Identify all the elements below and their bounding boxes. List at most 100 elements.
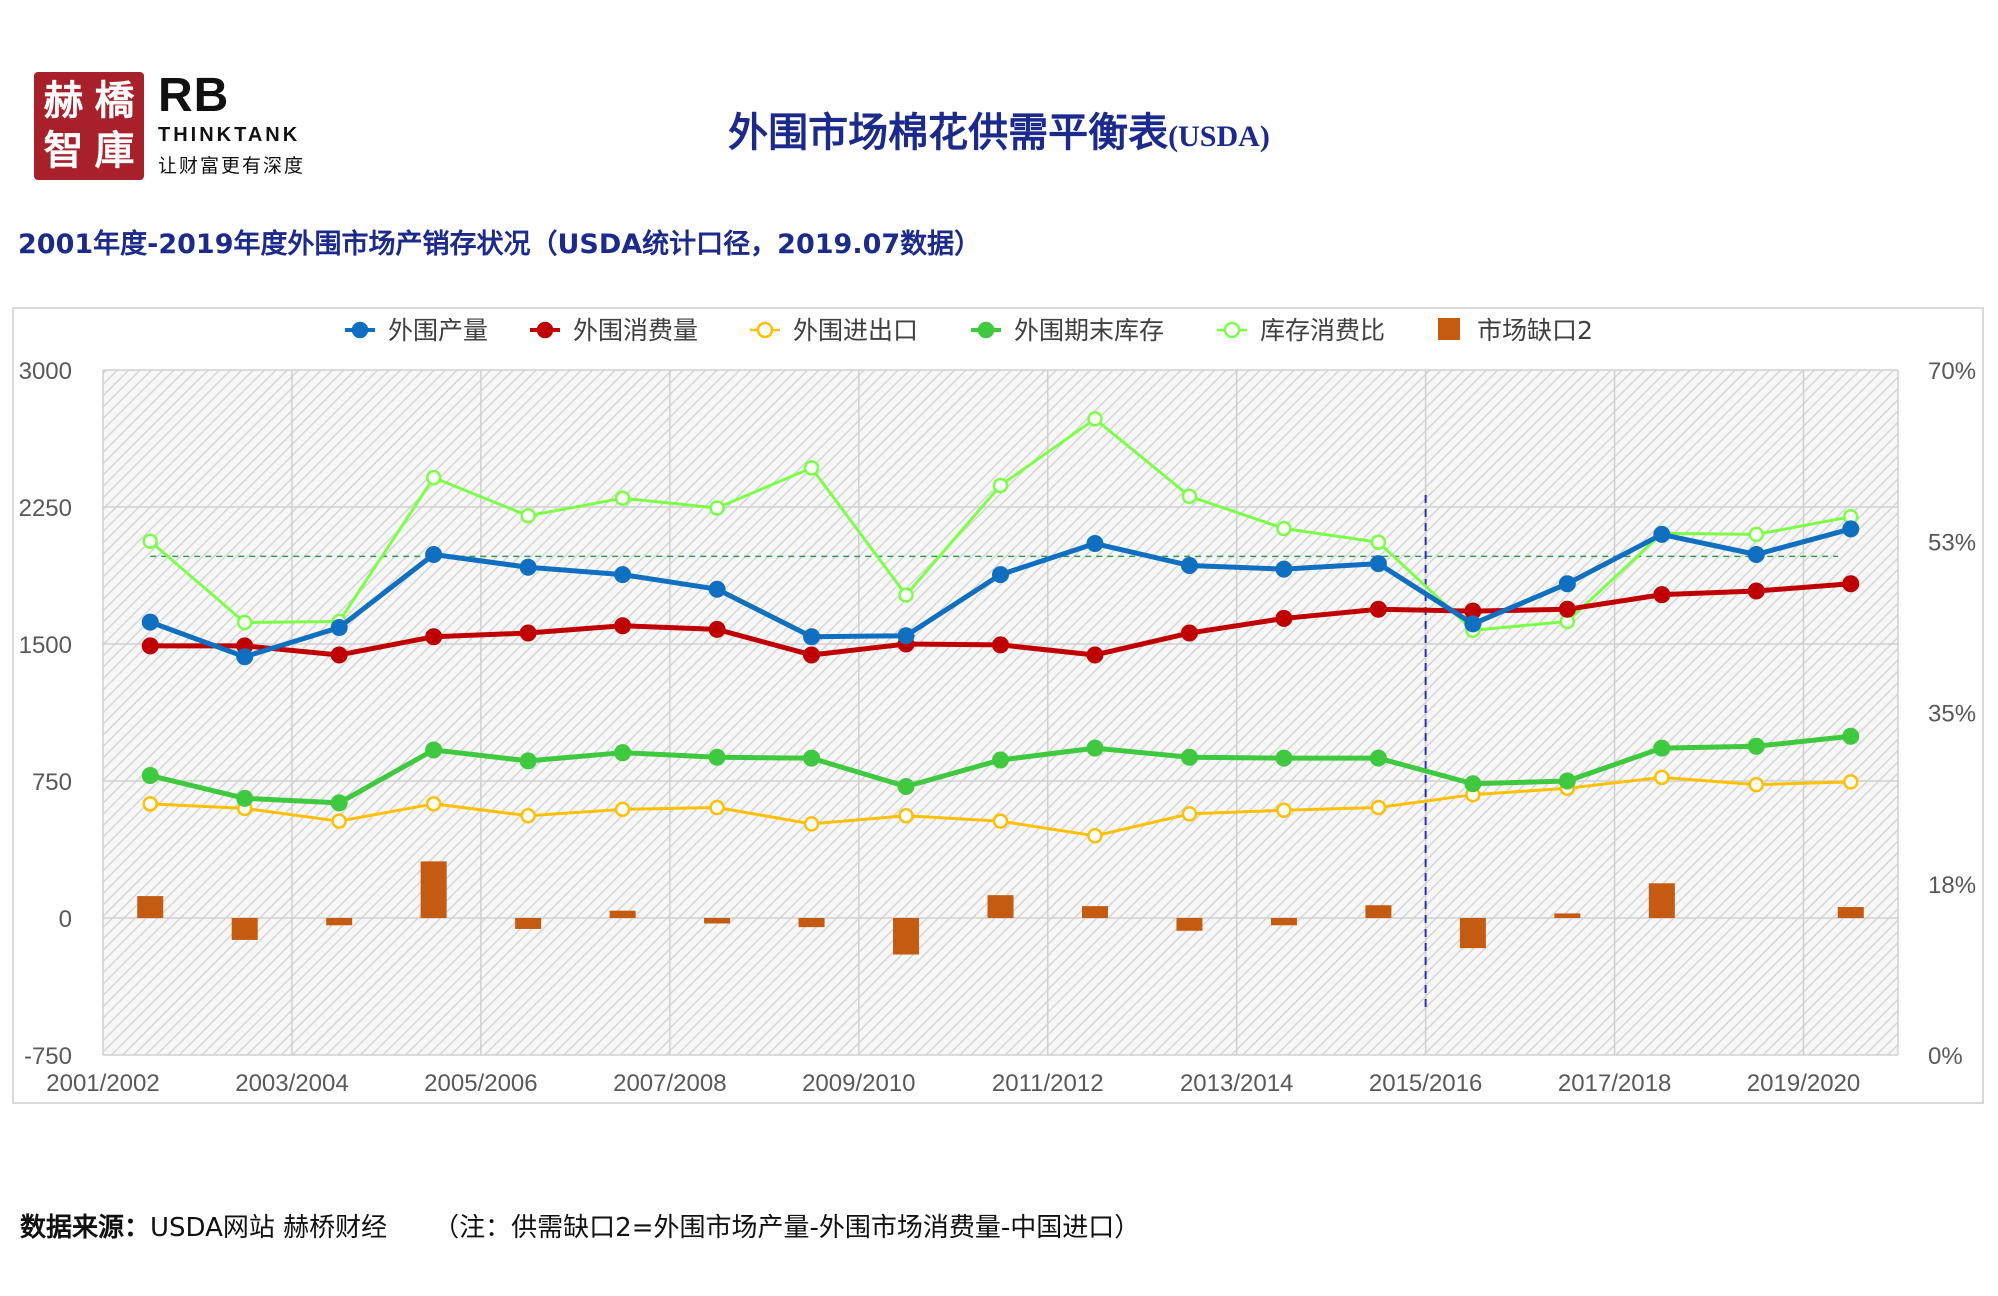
point-trade — [520, 807, 536, 824]
point-production — [141, 613, 159, 631]
point-production — [614, 566, 632, 584]
point-consumption — [1086, 646, 1104, 664]
bar-gap — [231, 918, 258, 940]
page-title-suffix: (USDA) — [1168, 120, 1270, 153]
legend-label-trade: 外围进出口 — [793, 316, 918, 345]
point-stock — [330, 794, 348, 812]
point-consumption — [1180, 624, 1198, 642]
point-ratio — [142, 533, 158, 549]
point-stock — [1086, 739, 1104, 757]
y-left-tick-label: 0 — [59, 906, 72, 933]
point-consumption — [519, 624, 537, 642]
bar-gap — [1554, 913, 1581, 918]
bar-gap — [1176, 918, 1203, 931]
point-production — [425, 545, 443, 563]
x-tick-label: 2007/2008 — [613, 1070, 726, 1097]
logo-char: 智 — [43, 127, 84, 174]
point-ratio — [1276, 520, 1292, 537]
point-trade — [1276, 802, 1292, 818]
x-tick-label: 2015/2016 — [1369, 1070, 1482, 1097]
point-stock — [1558, 772, 1576, 790]
point-stock — [897, 777, 915, 795]
point-trade — [1654, 769, 1670, 786]
point-trade — [1087, 828, 1103, 844]
plot-area — [103, 370, 1898, 1055]
point-production — [1086, 535, 1104, 553]
point-trade — [1748, 776, 1765, 793]
point-consumption — [708, 620, 726, 638]
bar-gap — [420, 861, 447, 918]
legend-marker-ratio — [1223, 321, 1241, 339]
point-stock — [1464, 775, 1482, 793]
point-trade — [425, 796, 442, 812]
point-production — [1558, 575, 1576, 593]
point-production — [1464, 615, 1482, 633]
x-tick-label: 2011/2012 — [992, 1070, 1104, 1097]
legend-swatch-gap — [1438, 318, 1460, 340]
y-left-tick-label: 1500 — [19, 632, 72, 659]
point-ratio — [520, 508, 536, 524]
point-stock — [992, 751, 1009, 769]
footer-source: USDA网站 赫桥财经 — [150, 1213, 388, 1243]
legend-label-stock: 外围期末库存 — [1014, 316, 1164, 345]
point-consumption — [1558, 600, 1576, 618]
point-ratio — [898, 587, 914, 603]
point-consumption — [992, 636, 1009, 654]
y-right-tick-label: 18% — [1928, 872, 1976, 899]
point-production — [1369, 555, 1387, 573]
legend-marker-stock — [977, 321, 995, 339]
x-tick-label: 2005/2006 — [424, 1070, 537, 1097]
point-stock — [236, 789, 254, 807]
bar-gap — [1648, 883, 1675, 918]
point-ratio — [236, 614, 253, 631]
chart-frame — [12, 307, 1984, 1104]
point-consumption — [330, 646, 348, 664]
chart: -750 0 750 1500 2250 3000 0% 18% 35% 53% 70% 2001/2… — [19, 316, 1976, 1097]
point-consumption — [1747, 582, 1765, 600]
x-tick-label: 2001/2002 — [46, 1070, 159, 1097]
point-stock — [1842, 727, 1860, 745]
x-tick-label: 2003/2004 — [235, 1070, 348, 1097]
point-stock — [1653, 739, 1671, 757]
point-production — [236, 648, 254, 666]
point-stock — [1275, 749, 1293, 767]
legend-label-production: 外围产量 — [388, 316, 488, 345]
y-right-tick-label: 53% — [1928, 529, 1976, 556]
bar-gap — [987, 895, 1014, 918]
bar-gap — [1270, 918, 1297, 926]
point-trade — [898, 807, 914, 824]
point-stock — [1180, 748, 1198, 766]
legend-label-gap: 市场缺口2 — [1477, 316, 1593, 345]
y-left-tick-label: -750 — [24, 1043, 72, 1070]
point-stock — [803, 749, 821, 767]
point-trade — [992, 813, 1009, 829]
point-consumption — [1275, 609, 1293, 627]
point-production — [803, 628, 821, 646]
point-ratio — [614, 490, 631, 506]
point-trade — [1181, 806, 1198, 822]
point-trade — [1843, 774, 1859, 790]
point-ratio — [992, 477, 1009, 494]
point-consumption — [1842, 575, 1860, 593]
x-tick-label: 2017/2018 — [1558, 1070, 1671, 1097]
point-production — [330, 619, 348, 637]
y-right-tick-label: 0% — [1928, 1043, 1963, 1070]
brand-slogan: 让财富更有深度 — [158, 155, 306, 177]
legend-marker-production — [351, 321, 369, 339]
x-tick-label: 2019/2020 — [1747, 1070, 1860, 1097]
bar-gap — [1365, 905, 1392, 918]
point-stock — [519, 752, 537, 770]
point-consumption — [141, 637, 159, 655]
page-title-text: 外围市场棉花供需平衡表 — [728, 110, 1169, 156]
point-stock — [1747, 737, 1765, 755]
point-production — [1275, 560, 1293, 578]
x-tick-label: 2013/2014 — [1180, 1070, 1293, 1097]
point-stock — [425, 741, 443, 759]
bar-gap — [1459, 918, 1486, 949]
bar-gap — [137, 896, 164, 918]
point-stock — [1369, 749, 1387, 767]
brand-tagline: THINKTANK — [158, 124, 301, 146]
point-consumption — [425, 628, 443, 646]
logo-char: 赫 — [43, 77, 84, 124]
logo-char: 橋 — [94, 77, 135, 124]
